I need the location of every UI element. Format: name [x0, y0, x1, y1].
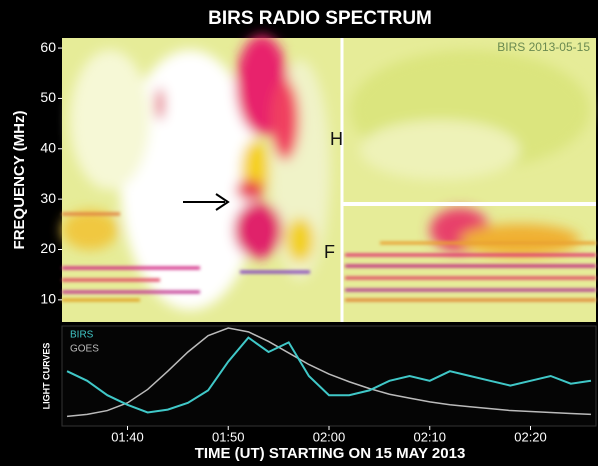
x-tick-label: 01:50: [212, 429, 245, 444]
x-tick-label: 02:10: [413, 429, 446, 444]
spectrogram: BIRS 2013-05-15 H F: [62, 35, 596, 322]
y-tick-label: 30: [40, 190, 56, 206]
y-tick-label: 20: [40, 240, 56, 256]
x-axis-label: TIME (UT) STARTING ON 15 MAY 2013: [195, 445, 466, 462]
y-tick-label: 40: [40, 139, 56, 155]
chart-title: BIRS RADIO SPECTRUM: [208, 8, 432, 29]
y-axis-label: FREQUENCY (MHz): [11, 111, 28, 250]
y-tick-label: 10: [40, 291, 56, 307]
y-axis-label: LIGHT CURVES: [41, 343, 51, 410]
annotation: BIRS 2013-05-15: [497, 40, 590, 54]
x-tick-label: 02:20: [514, 429, 547, 444]
legend-label: BIRS: [70, 330, 94, 341]
x-tick-label: 02:00: [313, 429, 346, 444]
legend-label: GOES: [70, 344, 99, 355]
y-tick-label: 50: [40, 89, 56, 105]
spectrum-texture: [62, 35, 590, 310]
spectrum-streaks: [62, 212, 596, 302]
arrow-head: [215, 193, 230, 211]
line: [66, 327, 591, 418]
annotation: H: [330, 129, 343, 149]
x-tick-label: 01:40: [111, 429, 144, 444]
lightcurve-panel: [61, 325, 597, 427]
line: [66, 336, 592, 414]
annotation: F: [324, 242, 335, 262]
y-tick-label: 60: [40, 39, 56, 55]
